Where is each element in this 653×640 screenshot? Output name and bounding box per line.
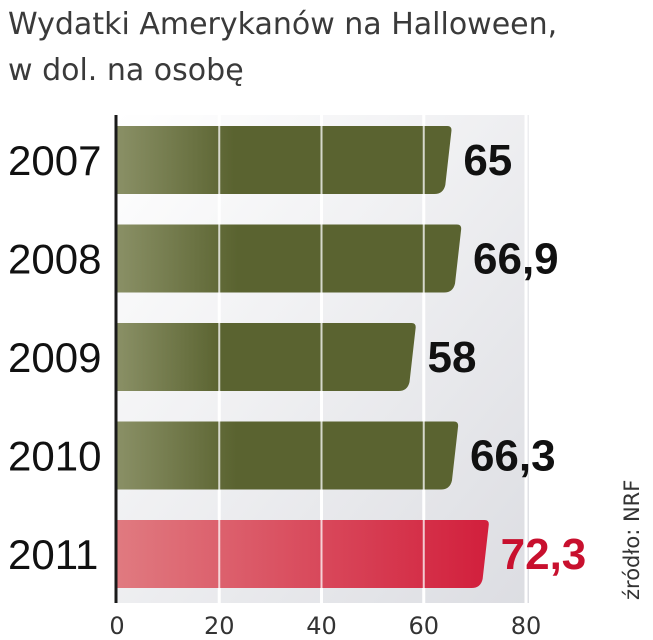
x-tick-label: 20 — [204, 612, 235, 640]
bar — [117, 520, 489, 588]
category-label: 2011 — [8, 531, 98, 578]
bar — [117, 126, 452, 194]
value-label: 58 — [428, 333, 477, 382]
value-label: 65 — [463, 136, 512, 185]
x-tick-label: 0 — [109, 612, 124, 640]
chart-title-line1: Wydatki Amerykanów na Halloween, — [8, 7, 558, 42]
chart-title: Wydatki Amerykanów na Halloween, w dol. … — [8, 2, 628, 94]
value-label: 66,3 — [470, 432, 556, 481]
x-tick-label: 40 — [306, 612, 337, 640]
category-label: 2010 — [8, 433, 101, 480]
category-label: 2007 — [8, 137, 101, 184]
bar — [117, 323, 416, 391]
value-label: 66,9 — [473, 235, 559, 284]
chart-title-line2: w dol. na osobę — [8, 53, 244, 88]
x-tick-label: 60 — [408, 612, 439, 640]
source-note: źródło: NRF — [620, 479, 644, 600]
bar — [117, 224, 462, 293]
category-label: 2009 — [8, 334, 101, 381]
bar — [117, 421, 459, 490]
category-label: 2008 — [8, 236, 101, 283]
value-label: 72,3 — [501, 530, 587, 579]
x-tick-label: 80 — [511, 612, 542, 640]
